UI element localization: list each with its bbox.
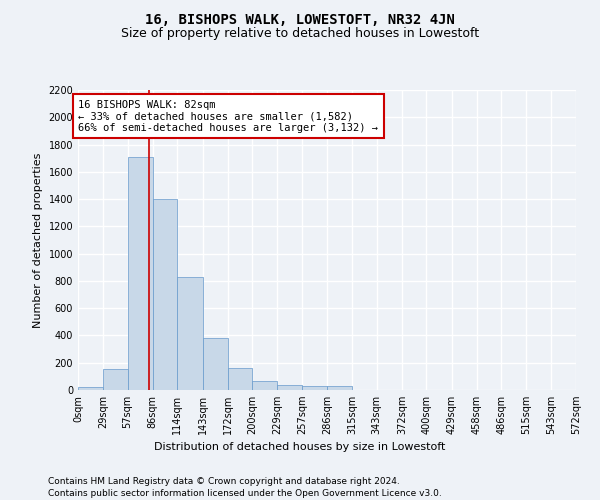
Bar [103,369,128,390]
Bar [228,368,252,390]
Text: 16, BISHOPS WALK, LOWESTOFT, NR32 4JN: 16, BISHOPS WALK, LOWESTOFT, NR32 4JN [145,12,455,26]
Text: Contains public sector information licensed under the Open Government Licence v3: Contains public sector information licen… [48,489,442,498]
Y-axis label: Number of detached properties: Number of detached properties [33,152,43,328]
Text: Contains HM Land Registry data © Crown copyright and database right 2024.: Contains HM Land Registry data © Crown c… [48,478,400,486]
Bar [302,386,327,390]
Bar [128,157,153,390]
Bar [78,388,103,390]
Bar [327,386,352,390]
Bar [203,338,228,390]
Text: 16 BISHOPS WALK: 82sqm
← 33% of detached houses are smaller (1,582)
66% of semi-: 16 BISHOPS WALK: 82sqm ← 33% of detached… [79,100,379,132]
Bar [153,199,177,390]
Bar [252,381,277,390]
Text: Distribution of detached houses by size in Lowestoft: Distribution of detached houses by size … [154,442,446,452]
Bar [277,385,302,390]
Text: Size of property relative to detached houses in Lowestoft: Size of property relative to detached ho… [121,28,479,40]
Bar [177,277,203,390]
